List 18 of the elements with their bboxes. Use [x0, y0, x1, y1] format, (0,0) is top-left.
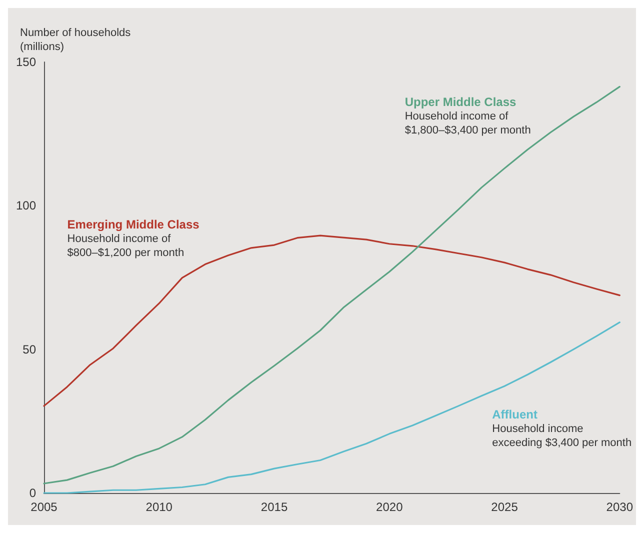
y-tick-label: 150	[16, 55, 36, 69]
text: Upper Middle Class	[404, 94, 517, 109]
y-tick-label: 0	[29, 486, 36, 500]
line-series	[43, 234, 620, 407]
y-tick-label: 100	[16, 198, 36, 213]
x-tick-label: 2030	[606, 500, 634, 514]
x-tick-label: 2015	[260, 500, 288, 514]
y-tick-label: 50	[22, 342, 36, 356]
x-tick-label: 2005	[30, 500, 58, 514]
y-axis-title: Number of households (millions)	[20, 27, 132, 53]
x-tick-label: 2020	[376, 500, 404, 514]
annotation: Household income of $1,800–$3,400 per month	[404, 110, 531, 136]
annotation: Household income exceeding $3,400 per month	[492, 422, 632, 449]
annotation: Household income of $800–$1,200 per month	[67, 233, 184, 260]
x-tick-label: 2025	[491, 500, 518, 514]
series-label: Affluent	[492, 407, 538, 422]
text: Emerging Middle Class	[67, 218, 200, 232]
x-tick-label: 2010	[146, 500, 173, 514]
